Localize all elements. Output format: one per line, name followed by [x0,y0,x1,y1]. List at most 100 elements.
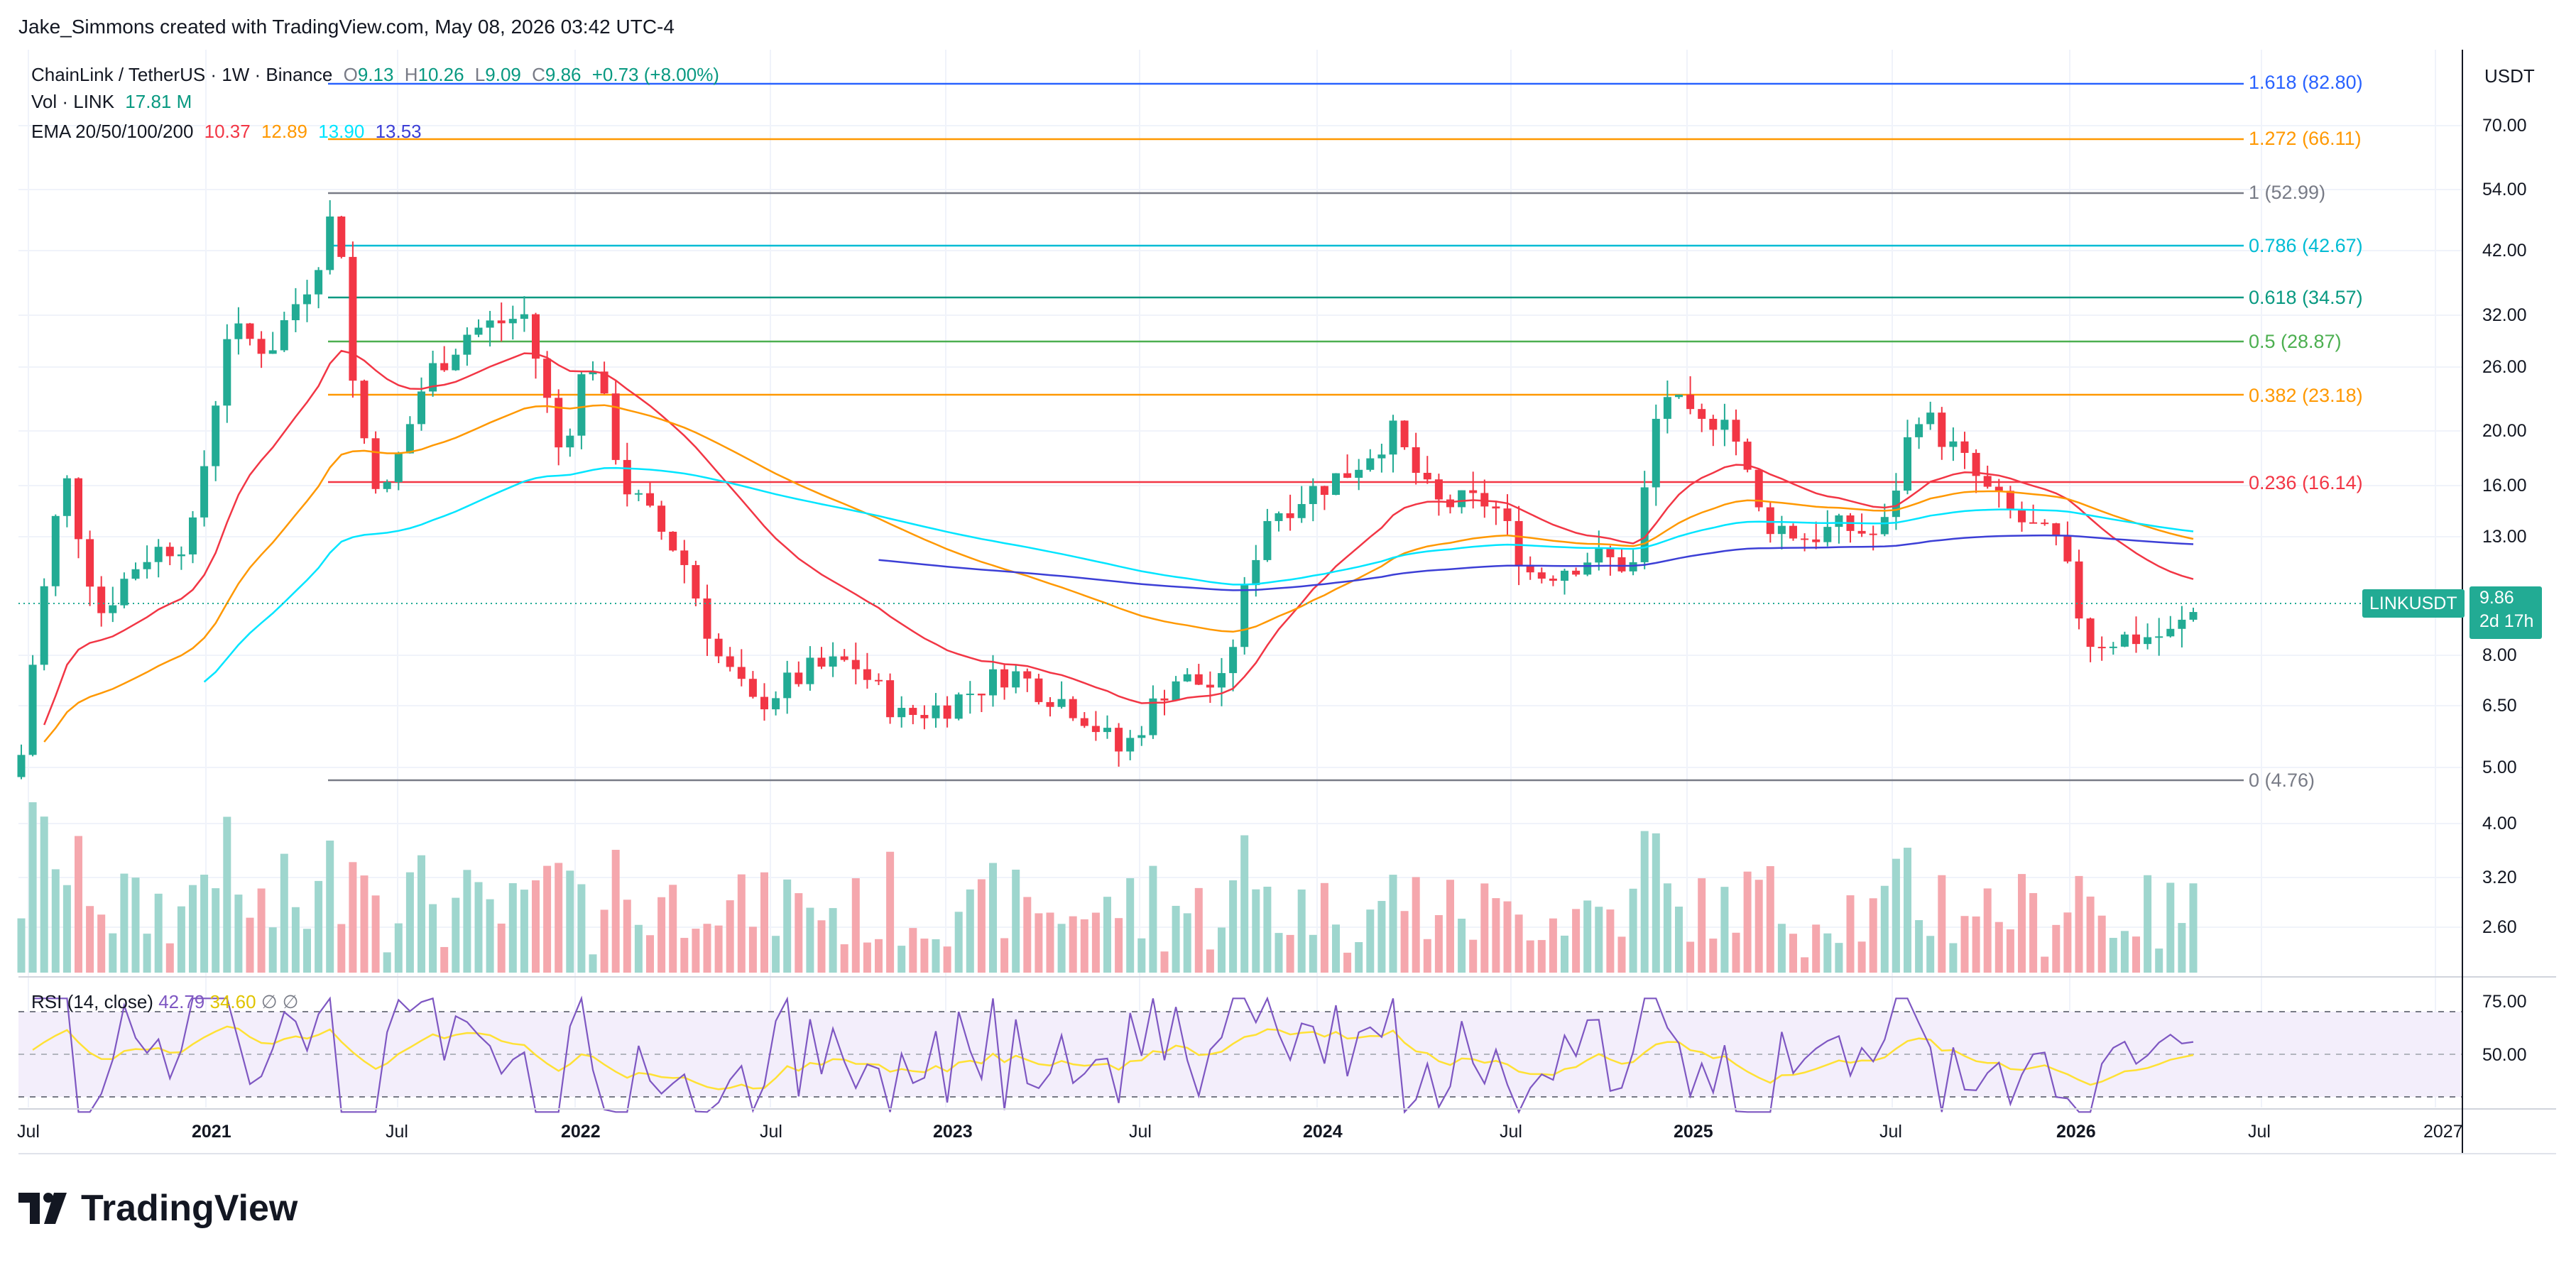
candle-body [1983,476,1992,487]
volume-bar [577,884,586,973]
price-tick: 16.00 [2482,476,2527,496]
volume-bar [40,816,48,973]
candle-body [1686,394,1695,410]
candle-body [2018,509,2026,523]
candle-body [977,694,986,696]
volume-bar [2029,892,2038,973]
candle-body [1263,520,1272,560]
volume-bar [2075,875,2083,973]
volume-bar [2189,883,2198,973]
volume-bar [1206,949,1214,973]
volume-bar [1663,883,1671,973]
symbol-name[interactable]: ChainLink / TetherUS · 1W · Binance [31,64,333,85]
volume-bar [1801,957,1809,973]
volume-bar [28,802,37,973]
candle-body [1994,486,2003,491]
volume-bar [1960,916,1969,973]
candle-body [2132,634,2140,645]
candle-body [1434,479,1443,500]
candle-body [1503,508,1512,521]
volume-bar [1343,952,1352,973]
candle-body [909,708,917,716]
candle-body [177,554,185,557]
volume-bar [1080,919,1088,973]
volume-bar [555,863,563,973]
ema100-line [203,466,2194,683]
ema-legend[interactable]: EMA 20/50/100/200 10.37 12.89 13.90 13.5… [31,121,427,143]
volume-label: Vol · LINK [31,91,115,112]
candle-body [1869,533,1877,535]
time-tick: Jul [17,1122,40,1142]
volume-bar [1915,920,1923,973]
volume-bar [1880,885,1889,973]
candle-body [1469,490,1478,493]
volume-bar [497,923,506,973]
price-tick: 4.00 [2482,814,2517,833]
time-tick: Jul [760,1122,782,1142]
candle-body [1206,684,1214,688]
price-tick: 32.00 [2482,305,2527,325]
volume-bar [1412,877,1420,973]
candle-body [1343,473,1352,478]
volume-bar [1572,909,1581,973]
volume-bar [520,890,528,973]
candle-body [577,374,586,436]
volume-bar [2006,929,2014,973]
currency-label[interactable]: USDT [2484,65,2535,87]
ema-lines [43,349,2194,743]
volume-bar [268,927,277,973]
rsi-legend[interactable]: RSI (14, close) 42.79 34.60 ∅ ∅ [31,991,298,1013]
candle-body [383,482,391,489]
candle-body [1149,698,1157,736]
candle-body [268,350,277,354]
volume-bar [200,875,209,973]
volume-bar [692,929,700,973]
rsi-line [33,995,2194,1114]
volume-bar [954,912,963,973]
volume-value: 17.81 M [125,91,192,112]
candle-body [131,569,140,579]
volume-bar [748,926,757,973]
fib-label-0236: 0.236 (16.14) [2249,472,2363,493]
chart-frame [18,50,2556,1154]
candle-body [1252,559,1260,586]
volume-legend[interactable]: Vol · LINK 17.81 M [31,91,197,113]
candle-body [795,672,803,684]
tradingview-logo[interactable]: TradingView [18,1187,298,1230]
time-tick: Jul [1879,1122,1902,1142]
candle-body [1012,671,1020,688]
volume-bar [703,924,711,973]
candle-body [1892,491,1900,518]
candle-body [17,755,26,777]
volume-bars [17,802,2198,973]
symbol-legend[interactable]: ChainLink / TetherUS · 1W · Binance O9.1… [31,64,725,86]
volume-bar [1492,898,1500,973]
candle-body [1732,420,1740,442]
candle-body [51,515,60,586]
candle-body [1857,530,1866,534]
volume-bar [1069,916,1077,973]
candle-body [646,493,654,506]
volume-bar [1972,916,1980,973]
volume-bar [17,918,26,973]
rsi-tick: 50.00 [2482,1045,2527,1065]
rsi-empty-2: ∅ [282,991,299,1012]
volume-bar [234,895,243,973]
candle-body [360,381,369,439]
candle-body [234,323,243,339]
rsi-ma-value: 34.60 [209,991,256,1012]
candle-body [1057,699,1066,707]
volume-bar [1606,909,1615,973]
candle-body [349,256,357,381]
volume-bar [1458,919,1466,973]
candle-body [1320,486,1328,496]
candle-body [1709,418,1718,430]
candle-body [532,314,540,359]
low-value: 9.09 [485,64,521,85]
candle-body [2155,636,2163,638]
candle-body [86,539,94,587]
candle-body [1926,412,1935,425]
ema50-line [43,404,2194,743]
candle-body [1069,699,1077,718]
